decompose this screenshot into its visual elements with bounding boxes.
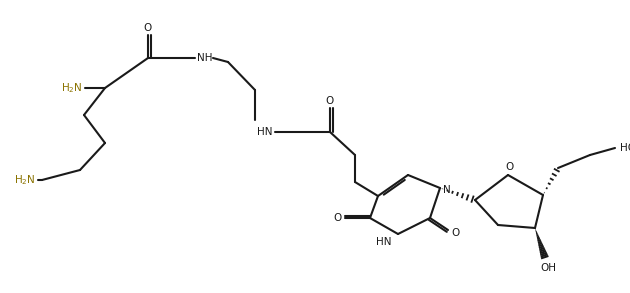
Text: H$_2$N: H$_2$N xyxy=(14,173,36,187)
Text: O: O xyxy=(326,96,334,106)
Text: HN: HN xyxy=(376,237,392,247)
Text: NH: NH xyxy=(197,53,213,63)
Text: O: O xyxy=(451,228,459,238)
Text: HO: HO xyxy=(620,143,630,153)
Text: OH: OH xyxy=(540,263,556,273)
Text: O: O xyxy=(144,23,152,33)
Text: N: N xyxy=(443,185,451,195)
Text: HN: HN xyxy=(257,127,273,137)
Text: O: O xyxy=(506,162,514,172)
Text: H$_2$N: H$_2$N xyxy=(61,81,83,95)
Text: O: O xyxy=(333,213,341,223)
